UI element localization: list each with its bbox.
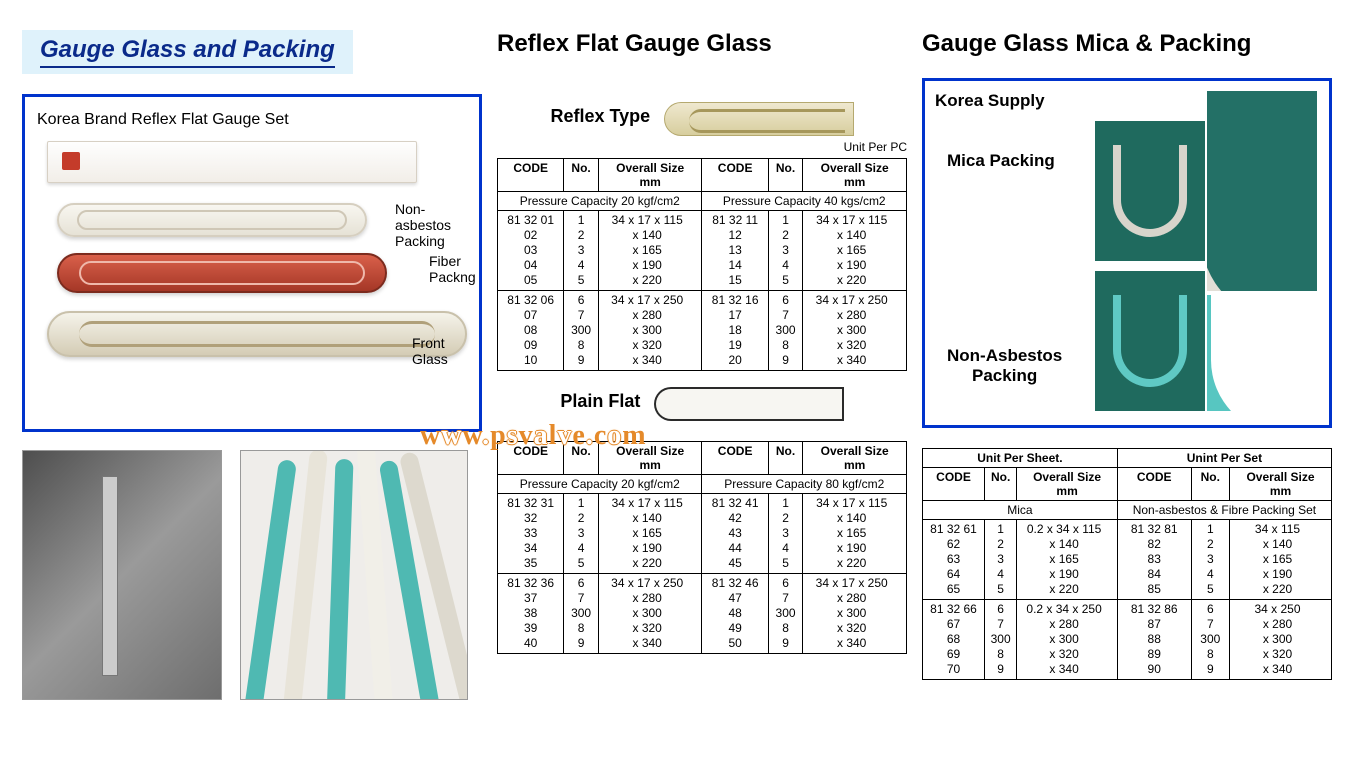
reflex-type-label: Reflex Type <box>550 106 650 126</box>
product-box-package <box>47 141 417 183</box>
title-main: Gauge Glass and Packing <box>40 36 335 68</box>
swatch-na-small <box>1095 271 1205 411</box>
non-asbestos-label: Non-AsbestosPacking <box>947 346 1062 387</box>
title-right: Gauge Glass Mica & Packing <box>922 30 1332 58</box>
left-photos <box>22 450 482 700</box>
cap-40: Pressure Capacity 40 kgs/cm2 <box>702 192 907 211</box>
mica-packing-label: Mica Packing <box>947 151 1055 171</box>
annot-front-glass: Front Glass <box>412 335 467 367</box>
th-no: No. <box>768 159 803 192</box>
cap-20: Pressure Capacity 20 kgf/cm2 <box>498 475 702 494</box>
th-code: CODE <box>702 442 768 475</box>
mica-sub: Mica <box>923 501 1118 520</box>
annot-fiber: FiberPackng <box>429 253 476 285</box>
th-no: No. <box>985 468 1017 501</box>
reflex-heading-row: Reflex Type <box>497 102 907 136</box>
product-fiber-packing <box>57 253 387 293</box>
left-product-box: Korea Brand Reflex Flat Gauge Set Non-as… <box>22 94 482 432</box>
product-front-glass <box>47 311 467 357</box>
table-row: 81 32 3132333435 12345 34 x 17 x 115x 14… <box>498 494 907 574</box>
table-row: 81 32 3637383940 6730089 34 x 17 x 250x … <box>498 574 907 654</box>
annot-non-asbestos: Non-asbestosPacking <box>395 201 467 249</box>
title-main-box: Gauge Glass and Packing <box>22 30 353 74</box>
watermark: www.psvalve.com <box>420 420 647 452</box>
table-row: 81 32 6162636465 12345 0.2 x 34 x 115x 1… <box>923 520 1332 600</box>
plain-heading-row: Plain Flat <box>497 387 907 421</box>
reflex-sample-icon <box>664 102 854 136</box>
photo-installed <box>22 450 222 700</box>
th-no: No. <box>1191 468 1229 501</box>
plain-sample-icon <box>654 387 844 421</box>
product-stack: Non-asbestosPacking FiberPackng Front Gl… <box>37 135 467 415</box>
cap-80: Pressure Capacity 80 kgf/cm2 <box>702 475 907 494</box>
set-sub: Non-asbestos & Fibre Packing Set <box>1117 501 1331 520</box>
swatch-na-large <box>1207 295 1317 411</box>
mica-table: Unit Per Sheet. Unint Per Set CODE No. O… <box>922 448 1332 680</box>
product-non-asbestos <box>57 203 367 237</box>
reflex-table: CODE No. Overall Sizemm CODE No. Overall… <box>497 158 907 371</box>
th-size: Overall Sizemm <box>598 159 702 192</box>
table-row: 81 32 6667686970 6730089 0.2 x 34 x 250x… <box>923 600 1332 680</box>
th-code: CODE <box>923 468 985 501</box>
plain-table: CODE No. Overall Sizemm CODE No. Overall… <box>497 441 907 654</box>
title-center: Reflex Flat Gauge Glass <box>497 30 907 58</box>
th-no: No. <box>564 159 599 192</box>
th-no: No. <box>768 442 803 475</box>
th-code: CODE <box>498 159 564 192</box>
left-box-caption: Korea Brand Reflex Flat Gauge Set <box>37 111 467 129</box>
cap-20: Pressure Capacity 20 kgf/cm2 <box>498 192 702 211</box>
swatch-mica-large <box>1207 91 1317 291</box>
th-code: CODE <box>1117 468 1191 501</box>
swatch-mica-small <box>1095 121 1205 261</box>
th-code: CODE <box>702 159 768 192</box>
th-size: Overall Sizemm <box>1017 468 1118 501</box>
plain-flat-label: Plain Flat <box>560 391 640 411</box>
th-size: Overall Sizemm <box>803 159 907 192</box>
unit-per-sheet: Unit Per Sheet. <box>923 449 1118 468</box>
photo-strips <box>240 450 468 700</box>
table-row: 81 32 0102030405 12345 34 x 17 x 115x 14… <box>498 211 907 291</box>
table-row: 81 32 0607080910 6730089 34 x 17 x 250x … <box>498 291 907 371</box>
unit-per-pc: Unit Per PC <box>497 140 907 154</box>
right-box: Korea Supply Mica Packing Non-AsbestosPa… <box>922 78 1332 428</box>
th-size: Overall Sizemm <box>1230 468 1332 501</box>
th-size: Overall Sizemm <box>803 442 907 475</box>
unit-per-set: Unint Per Set <box>1117 449 1331 468</box>
